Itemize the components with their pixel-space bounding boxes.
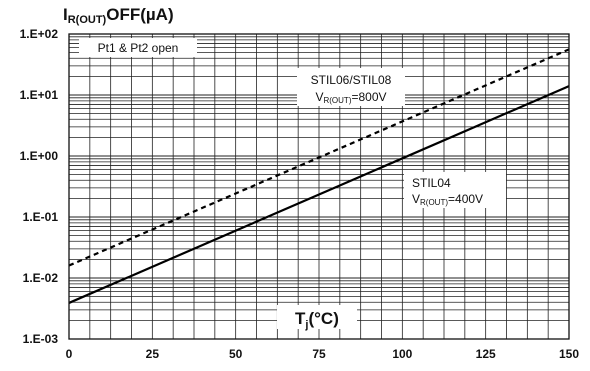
- x-tick-label: 125: [476, 347, 496, 361]
- y-tick-label: 1.E+00: [20, 149, 59, 163]
- tick-labels: 0 25 50 75 100 125 150 1.E+02 1.E+01 1.E+00 1.E-01…: [20, 27, 580, 361]
- y-tick-label: 1.E-02: [23, 271, 59, 285]
- plot-frame: [68, 33, 570, 340]
- y-tick-label: 1.E+01: [20, 88, 59, 102]
- x-tick-label: 25: [146, 347, 160, 361]
- x-tick-label: 150: [559, 347, 579, 361]
- open-note-text: Pt1 & Pt2 open: [98, 41, 179, 55]
- solid-series-label: STIL04 VR(OUT)=400V: [404, 172, 506, 208]
- series-line-stil06-stil08: [68, 48, 570, 267]
- y-tick-label: 1.E+02: [20, 27, 59, 41]
- x-tick-label: 50: [229, 347, 243, 361]
- x-tick-label: 100: [392, 347, 412, 361]
- svg-text:Tj(°C): Tj(°C): [295, 309, 339, 331]
- x-tick-label: 75: [312, 347, 326, 361]
- y-axis-title: IR(OUT)OFF(µA): [63, 5, 174, 26]
- x-tick-label: 0: [66, 347, 73, 361]
- series-layer: [68, 48, 570, 304]
- y-tick-label: 1.E-03: [23, 332, 59, 346]
- series-line-stil04: [68, 85, 570, 304]
- solid-series-name: STIL04: [412, 176, 451, 190]
- y-tick-label: 1.E-01: [23, 210, 59, 224]
- dashed-series-name: STIL06/STIL08: [311, 73, 392, 87]
- solid-series-voltage: VR(OUT)=400V: [412, 192, 483, 207]
- dashed-series-label: STIL06/STIL08 VR(OUT)=800V: [297, 68, 405, 106]
- open-note: Pt1 & Pt2 open: [79, 38, 197, 57]
- x-axis-title: Tj(°C): [277, 305, 357, 331]
- dashed-series-voltage: VR(OUT)=800V: [315, 90, 386, 105]
